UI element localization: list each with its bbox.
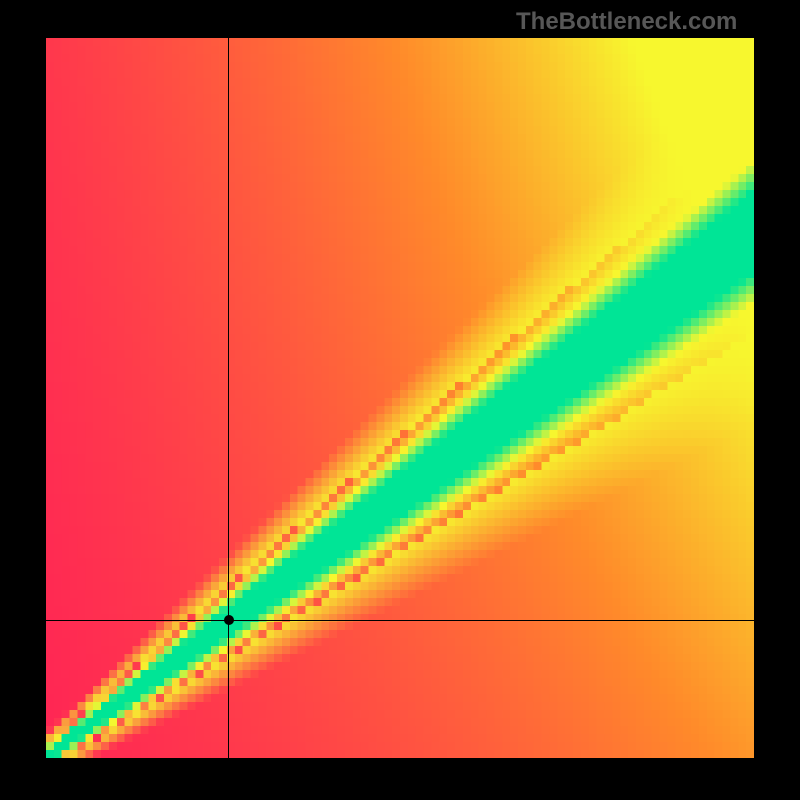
heatmap-canvas (46, 38, 754, 758)
crosshair-horizontal (46, 620, 754, 621)
chart-container: TheBottleneck.com (0, 0, 800, 800)
watermark-text: TheBottleneck.com (516, 8, 737, 36)
crosshair-vertical (228, 38, 229, 758)
